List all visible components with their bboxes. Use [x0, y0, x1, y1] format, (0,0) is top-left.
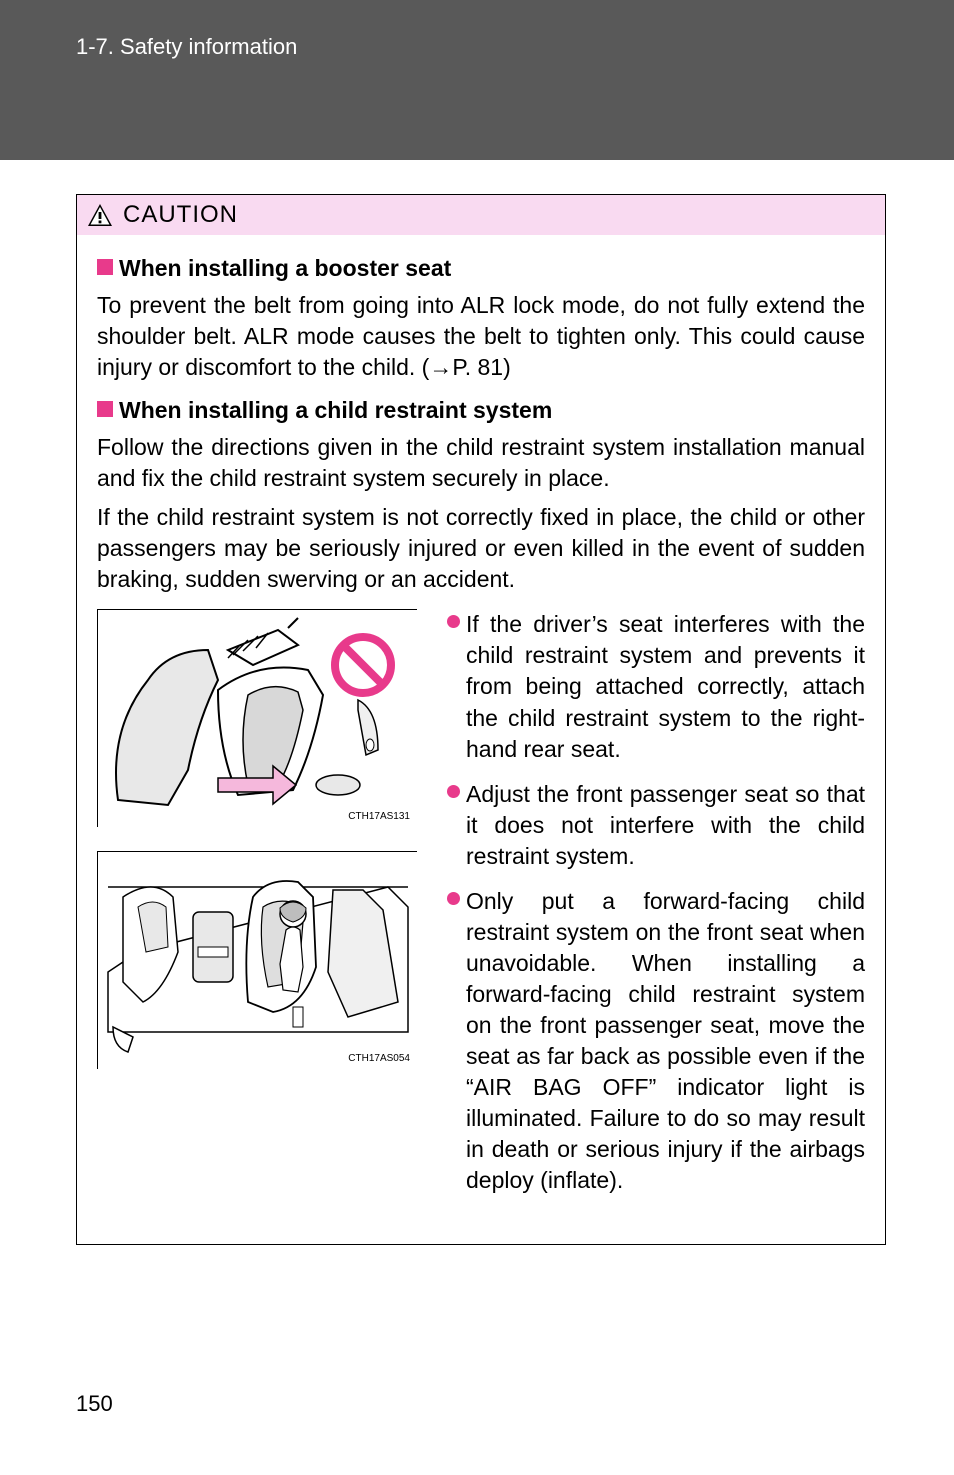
section-marker-icon: [97, 259, 113, 275]
content-area: CAUTION When installing a booster seat T…: [0, 160, 954, 1245]
section-title: When installing a booster seat: [119, 255, 451, 282]
child-seat-rear-illustration: [98, 610, 418, 828]
section-marker-icon: [97, 401, 113, 417]
figure: CTH17AS054: [97, 851, 417, 1069]
bullet-icon: [447, 892, 460, 905]
figure-caption: CTH17AS131: [348, 811, 410, 822]
caution-body: When installing a booster seat To preven…: [77, 235, 885, 1244]
caution-box: CAUTION When installing a booster seat T…: [76, 194, 886, 1245]
bullet-text: Only put a forward-facing child restrain…: [466, 886, 865, 1196]
paragraph: To prevent the belt from going into ALR …: [97, 290, 865, 383]
figures-column: CTH17AS131: [97, 609, 417, 1210]
caution-title: CAUTION: [123, 201, 238, 229]
section-heading: When installing a booster seat: [97, 255, 865, 282]
figure: CTH17AS131: [97, 609, 417, 827]
figure-caption: CTH17AS054: [348, 1053, 410, 1064]
warning-icon: [87, 203, 113, 227]
bullet-text: Adjust the front passenger seat so that …: [466, 779, 865, 872]
child-seat-front-illustration: [98, 852, 418, 1070]
breadcrumb: 1-7. Safety information: [76, 34, 954, 60]
bullet-item: If the driver’s seat interferes with the…: [447, 609, 865, 764]
caution-header: CAUTION: [77, 195, 885, 235]
bullet-item: Only put a forward-facing child restrain…: [447, 886, 865, 1196]
two-column-area: CTH17AS131: [97, 609, 865, 1210]
section-title: When installing a child restraint system: [119, 397, 552, 424]
bullet-item: Adjust the front passenger seat so that …: [447, 779, 865, 872]
paragraph: If the child restraint system is not cor…: [97, 502, 865, 595]
paragraph: Follow the directions given in the child…: [97, 432, 865, 494]
page: 1-7. Safety information CAUTION Wh: [0, 0, 954, 1475]
page-number: 150: [76, 1391, 113, 1417]
bullet-icon: [447, 785, 460, 798]
section-heading: When installing a child restraint system: [97, 397, 865, 424]
bullet-text: If the driver’s seat interferes with the…: [466, 609, 865, 764]
bullet-column: If the driver’s seat interferes with the…: [447, 609, 865, 1210]
page-header: 1-7. Safety information: [0, 0, 954, 160]
bullet-icon: [447, 615, 460, 628]
